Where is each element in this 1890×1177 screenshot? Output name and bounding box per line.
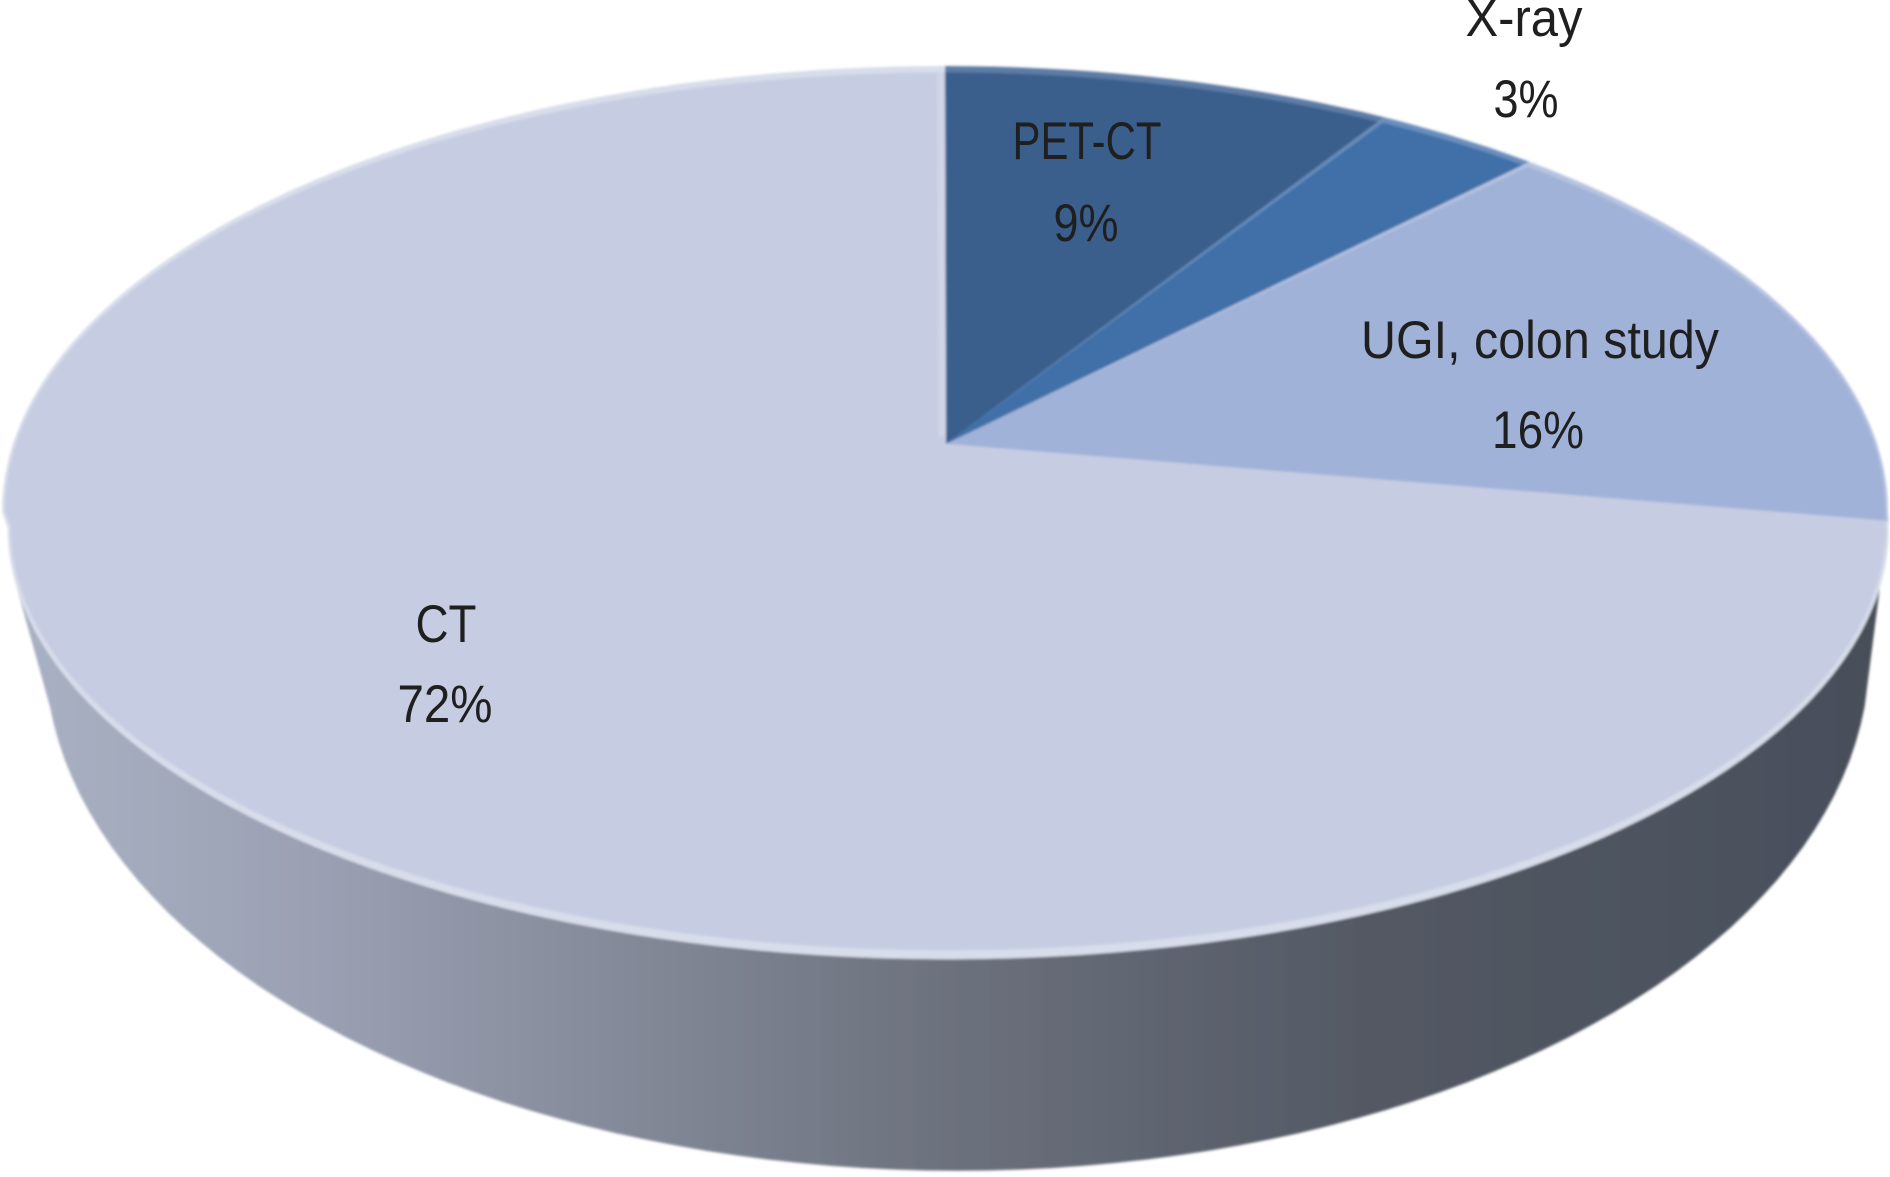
svg-text:72%: 72% [398, 675, 493, 734]
svg-text:PET-CT: PET-CT [1013, 112, 1162, 171]
svg-text:X-ray: X-ray [1466, 0, 1583, 48]
svg-text:16%: 16% [1492, 401, 1584, 460]
svg-text:3%: 3% [1494, 70, 1559, 129]
svg-text:UGI, colon study: UGI, colon study [1361, 311, 1719, 370]
svg-text:9%: 9% [1054, 194, 1119, 253]
svg-text:CT: CT [416, 595, 477, 654]
